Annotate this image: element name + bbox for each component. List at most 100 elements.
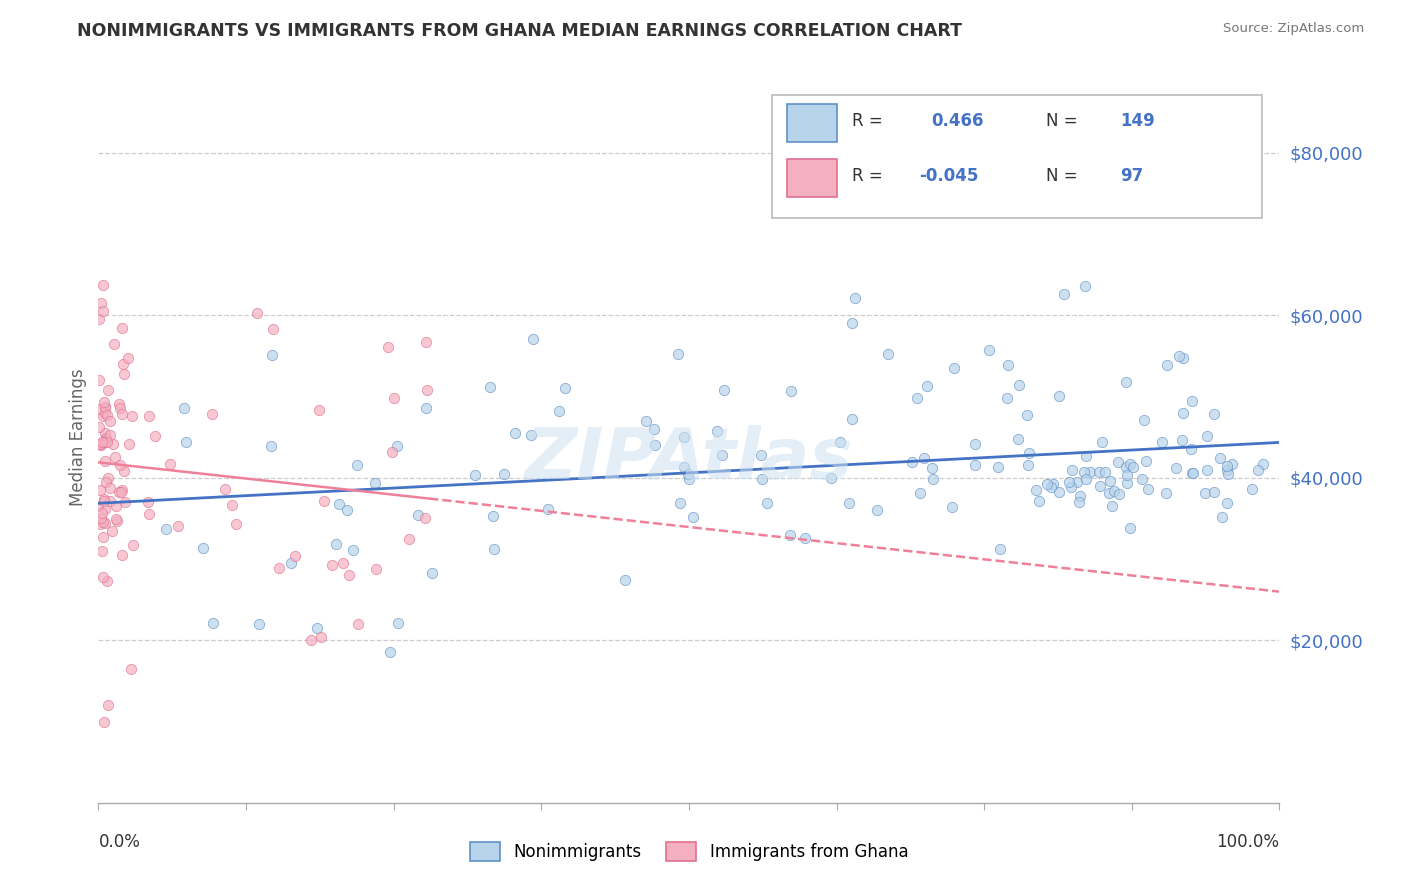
Point <box>94 401 117 415</box>
Point <box>1059 480 1081 494</box>
Point <box>1133 413 1156 427</box>
Point <box>406 508 429 522</box>
Point <box>91 570 114 584</box>
Point <box>613 574 636 588</box>
Point <box>1154 486 1177 500</box>
Point <box>387 615 409 630</box>
Point <box>93 395 115 409</box>
Point <box>922 472 945 486</box>
Point <box>1091 434 1114 449</box>
Point <box>103 337 125 351</box>
Point <box>110 407 132 421</box>
FancyBboxPatch shape <box>787 159 837 197</box>
Point <box>1181 466 1204 480</box>
Point <box>749 448 772 462</box>
Point <box>110 483 132 497</box>
Point <box>1073 279 1095 293</box>
Point <box>111 321 134 335</box>
Point <box>1202 407 1225 421</box>
Point <box>751 472 773 486</box>
Point <box>114 495 136 509</box>
Point <box>713 383 735 397</box>
Point <box>1216 496 1239 510</box>
Point <box>262 322 284 336</box>
Point <box>1060 462 1083 476</box>
Point <box>89 420 111 434</box>
Point <box>221 498 243 512</box>
Point <box>1247 463 1270 477</box>
Point <box>905 391 928 405</box>
Text: 0.466: 0.466 <box>931 112 984 130</box>
Point <box>941 500 963 515</box>
Point <box>191 541 214 556</box>
Point <box>91 530 114 544</box>
Point <box>108 458 131 472</box>
Point <box>1116 467 1139 482</box>
Point <box>321 558 343 572</box>
Text: 149: 149 <box>1121 112 1154 130</box>
Y-axis label: Median Earnings: Median Earnings <box>69 368 87 506</box>
Point <box>364 475 387 490</box>
Point <box>259 439 281 453</box>
Point <box>1130 472 1153 486</box>
Point <box>167 518 190 533</box>
Point <box>121 409 143 423</box>
Point <box>121 538 143 552</box>
Point <box>309 630 332 644</box>
Point <box>482 542 505 557</box>
Point <box>284 549 307 563</box>
Point <box>90 435 112 450</box>
Point <box>554 381 576 395</box>
Point <box>1216 459 1239 474</box>
Point <box>482 509 505 524</box>
Point <box>1066 475 1088 489</box>
Point <box>91 515 114 529</box>
Point <box>118 437 141 451</box>
Point <box>94 400 117 414</box>
Point <box>492 467 515 482</box>
Point <box>666 347 689 361</box>
Point <box>108 397 131 411</box>
Point <box>136 495 159 509</box>
Point <box>307 621 329 635</box>
Point <box>522 332 544 346</box>
Point <box>413 511 436 525</box>
Point <box>138 409 160 424</box>
Point <box>90 438 112 452</box>
Point <box>96 574 118 589</box>
Point <box>98 414 121 428</box>
Text: Source: ZipAtlas.com: Source: ZipAtlas.com <box>1223 22 1364 36</box>
Point <box>1166 461 1188 475</box>
Point <box>336 503 359 517</box>
Point <box>841 316 863 330</box>
Point <box>676 467 699 481</box>
Point <box>377 340 399 354</box>
Point <box>98 481 121 495</box>
Point <box>1018 458 1040 472</box>
Point <box>1108 487 1130 501</box>
Point <box>997 391 1019 405</box>
Point <box>1182 466 1205 480</box>
Point <box>94 435 117 450</box>
Point <box>1171 434 1194 448</box>
Point <box>1042 477 1064 491</box>
Point <box>1135 454 1157 468</box>
Point <box>347 617 370 632</box>
Point <box>1090 479 1112 493</box>
Point <box>96 408 118 422</box>
Point <box>89 312 111 326</box>
Text: N =: N = <box>1046 112 1077 130</box>
Point <box>794 531 817 545</box>
Point <box>1171 351 1194 366</box>
Point <box>682 510 704 524</box>
Point <box>908 486 931 500</box>
Point <box>1218 467 1240 482</box>
Point <box>1209 451 1232 466</box>
Point <box>89 483 111 497</box>
Point <box>117 351 139 366</box>
Point <box>1251 457 1274 471</box>
Point <box>89 437 111 451</box>
Point <box>155 522 177 536</box>
Point <box>1094 466 1116 480</box>
Point <box>820 471 842 485</box>
